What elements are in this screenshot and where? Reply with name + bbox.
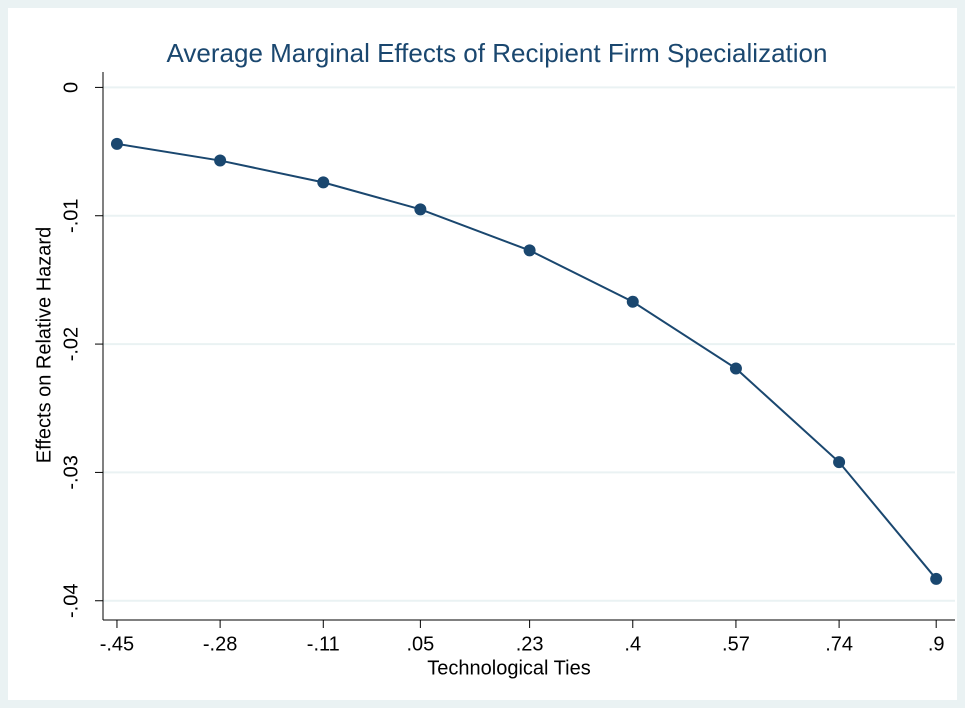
y-tick-label: 0 — [60, 82, 82, 93]
x-tick-label: -.11 — [307, 633, 340, 655]
y-tick-label: -.04 — [60, 584, 82, 618]
graph-region — [8, 8, 957, 700]
data-point — [930, 572, 943, 585]
x-axis-label: Technological Ties — [427, 657, 590, 679]
y-tick-label: -.01 — [60, 199, 82, 233]
y-tick-label: -.03 — [60, 455, 82, 489]
y-axis-label: Effects on Relative Hazard — [33, 227, 55, 463]
x-tick-label: .23 — [516, 633, 544, 655]
y-tick-label: -.02 — [60, 327, 82, 361]
x-tick-label: .05 — [406, 633, 434, 655]
chart-title: Average Marginal Effects of Recipient Fi… — [167, 38, 828, 68]
x-tick-label: .74 — [825, 633, 853, 655]
x-tick-label: .57 — [722, 633, 750, 655]
data-point — [626, 295, 639, 308]
data-point — [729, 362, 742, 375]
x-tick-label: -.28 — [203, 633, 237, 655]
x-tick-label: .4 — [624, 633, 641, 655]
data-point — [110, 137, 123, 150]
x-tick-label: .9 — [928, 633, 945, 655]
x-tick-label: -.45 — [100, 633, 134, 655]
data-point — [317, 176, 330, 189]
data-point — [523, 244, 536, 257]
data-point — [214, 154, 227, 167]
data-point — [414, 203, 427, 216]
data-point — [833, 456, 846, 469]
